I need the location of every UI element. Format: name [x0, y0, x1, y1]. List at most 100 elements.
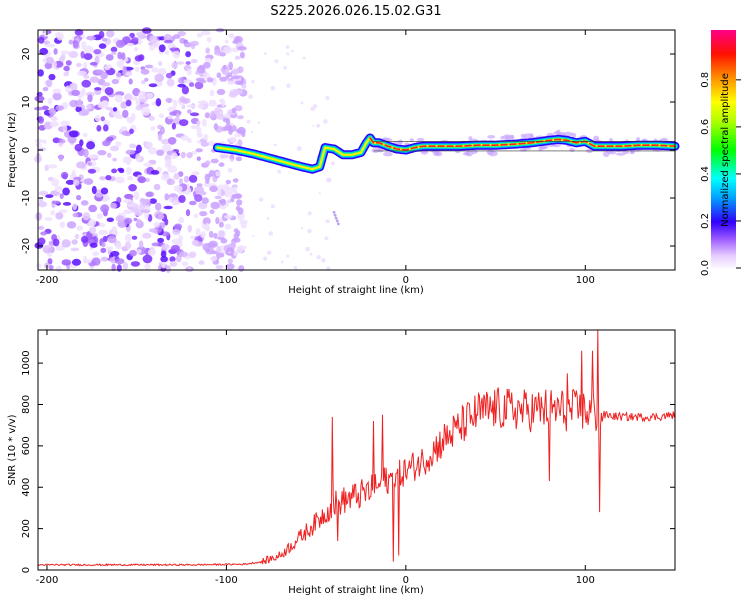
noise-blob: [62, 125, 68, 133]
noise-blob: [202, 118, 207, 127]
noise-blob: [236, 245, 244, 254]
snr-y-ticks: 0 200 400 600 800 1000: [21, 350, 675, 573]
noise-blob: [116, 60, 124, 68]
noise-blob: [74, 29, 84, 36]
noise-dot: [309, 252, 313, 256]
noise-blob: [198, 260, 205, 265]
noise-blob: [97, 150, 107, 156]
noise-blob: [80, 235, 89, 244]
noise-blob: [160, 266, 167, 272]
ridge-halo-blob: [471, 149, 478, 154]
noise-dot: [227, 167, 233, 173]
noise-blob: [155, 202, 162, 211]
noise-blob: [147, 147, 157, 155]
noise-blob: [112, 107, 118, 112]
noise-blob: [55, 245, 65, 251]
noise-blob: [148, 83, 158, 88]
noise-blob: [151, 67, 159, 73]
noise-blob: [198, 79, 207, 84]
noise-blob: [104, 87, 114, 96]
noise-dot: [302, 56, 306, 60]
noise-dot: [286, 254, 290, 258]
snr-y-axis-title: SNR (10 * v/v): [7, 414, 18, 485]
noise-blob: [87, 94, 93, 103]
noise-blob: [122, 262, 129, 270]
noise-blob: [142, 232, 152, 239]
noise-blob: [87, 162, 93, 166]
noise-blob: [101, 241, 106, 248]
noise-blob: [90, 242, 98, 248]
noise-dot: [234, 190, 238, 195]
noise-blob: [100, 256, 109, 262]
noise-blob: [72, 203, 78, 211]
noise-blob: [34, 106, 44, 111]
snr-panel: -200 -100 0 100 0 200 400 600 800 1000 Height of…: [7, 329, 676, 596]
snr-y-tick-label: 1000: [21, 350, 32, 375]
noise-blob: [122, 156, 132, 164]
colorbar-tick-label: 0.4: [700, 166, 711, 182]
spectrogram-x-tick-label: 100: [576, 275, 595, 286]
noise-blob: [177, 61, 184, 65]
noise-blob: [59, 193, 64, 200]
noise-blob: [115, 141, 122, 147]
noise-blob: [83, 45, 94, 54]
snr-series-line: [37, 329, 676, 567]
colorbar-tick-label: 0.6: [700, 119, 711, 135]
noise-blob: [101, 85, 106, 92]
noise-blob: [65, 179, 75, 185]
noise-blob: [122, 198, 132, 203]
streak-dot: [332, 211, 336, 214]
noise-blob: [112, 157, 117, 162]
noise-blob: [51, 200, 61, 205]
noise-dot: [324, 236, 329, 241]
noise-blob: [197, 104, 205, 109]
noise-blob: [144, 77, 149, 82]
noise-blob: [178, 216, 185, 224]
noise-blob: [71, 170, 76, 177]
noise-blob: [163, 39, 173, 44]
noise-blob: [203, 133, 209, 141]
noise-blob: [140, 103, 150, 108]
noise-blob: [45, 79, 53, 88]
noise-blob: [187, 224, 193, 233]
spectrogram-x-ticks: -200 -100 0 100: [36, 30, 595, 286]
noise-blob: [236, 115, 244, 120]
noise-blob: [83, 75, 90, 79]
noise-blob: [61, 239, 71, 248]
noise-blob: [172, 99, 178, 108]
noise-dot: [270, 204, 275, 209]
noise-blob: [69, 83, 76, 90]
noise-blob: [178, 234, 183, 243]
noise-blob: [164, 218, 169, 226]
noise-blob: [83, 148, 89, 158]
noise-blob: [44, 62, 52, 70]
noise-blob: [149, 45, 155, 51]
noise-blob: [233, 193, 243, 199]
noise-blob: [131, 112, 136, 122]
noise-blob: [205, 248, 211, 253]
noise-blob: [115, 243, 122, 250]
noise-blob: [169, 47, 180, 52]
noise-blob: [166, 178, 175, 186]
noise-blob: [134, 67, 140, 72]
noise-blob: [132, 96, 138, 101]
noise-blob: [215, 265, 224, 270]
noise-blob: [110, 145, 119, 152]
noise-blob: [217, 188, 222, 197]
noise-blob: [38, 36, 45, 44]
noise-blob: [35, 138, 44, 144]
noise-blob: [148, 115, 155, 121]
noise-blob: [75, 62, 82, 68]
noise-blob: [187, 68, 192, 76]
noise-blob: [104, 64, 111, 71]
noise-blob: [165, 97, 173, 103]
noise-blob: [214, 195, 222, 200]
noise-blob: [147, 248, 156, 256]
noise-blob: [154, 73, 164, 83]
noise-blob: [185, 51, 192, 58]
noise-blob: [209, 89, 215, 97]
noise-blob: [210, 110, 216, 119]
noise-blob: [228, 33, 235, 39]
noise-blob: [80, 88, 86, 97]
